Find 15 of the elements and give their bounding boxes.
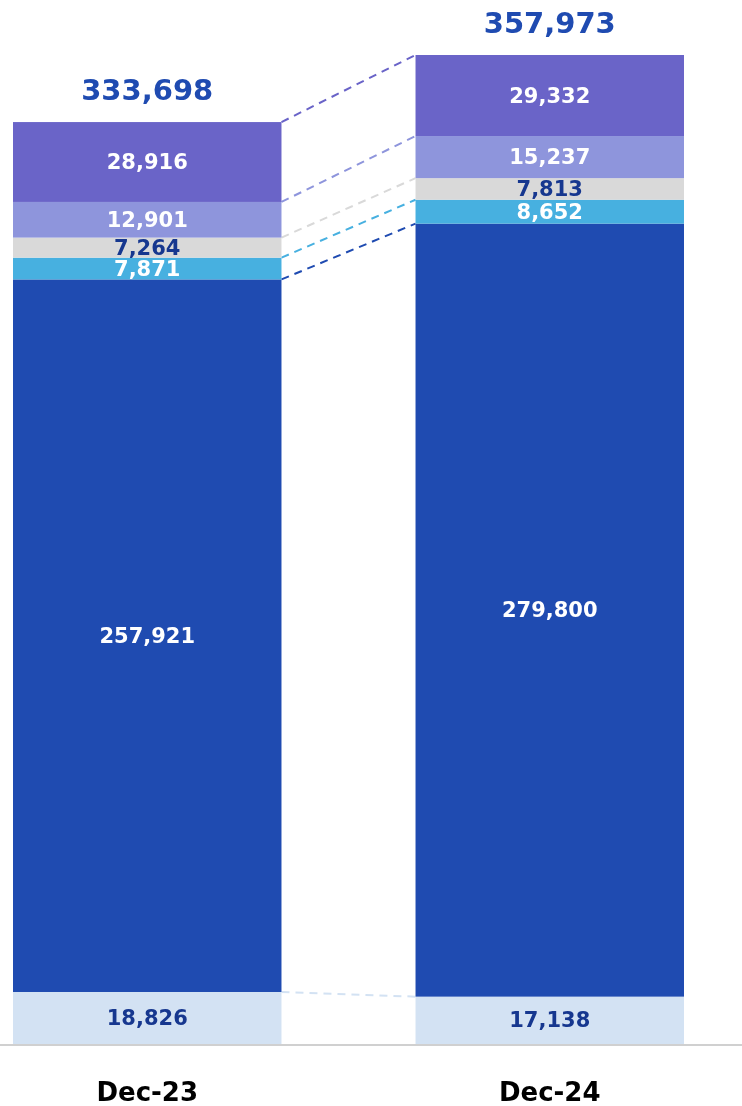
data-label: 12,901	[106, 207, 188, 232]
data-label: 8,652	[516, 199, 583, 224]
data-label: 7,813	[516, 176, 583, 201]
data-label: 7,264	[114, 235, 181, 260]
data-label: 29,332	[509, 83, 591, 108]
data-label: 15,237	[509, 145, 591, 170]
data-label: 18,826	[106, 1005, 188, 1030]
data-label: 257,921	[99, 623, 196, 648]
total-label: 357,973	[483, 6, 616, 40]
data-label: 279,800	[501, 598, 598, 623]
x-tick-label: Dec-24	[498, 1077, 601, 1106]
x-tick-label: Dec-23	[96, 1077, 199, 1106]
data-label: 28,916	[106, 150, 188, 175]
total-label: 333,698	[81, 73, 214, 108]
data-label: 17,138	[509, 1008, 591, 1033]
